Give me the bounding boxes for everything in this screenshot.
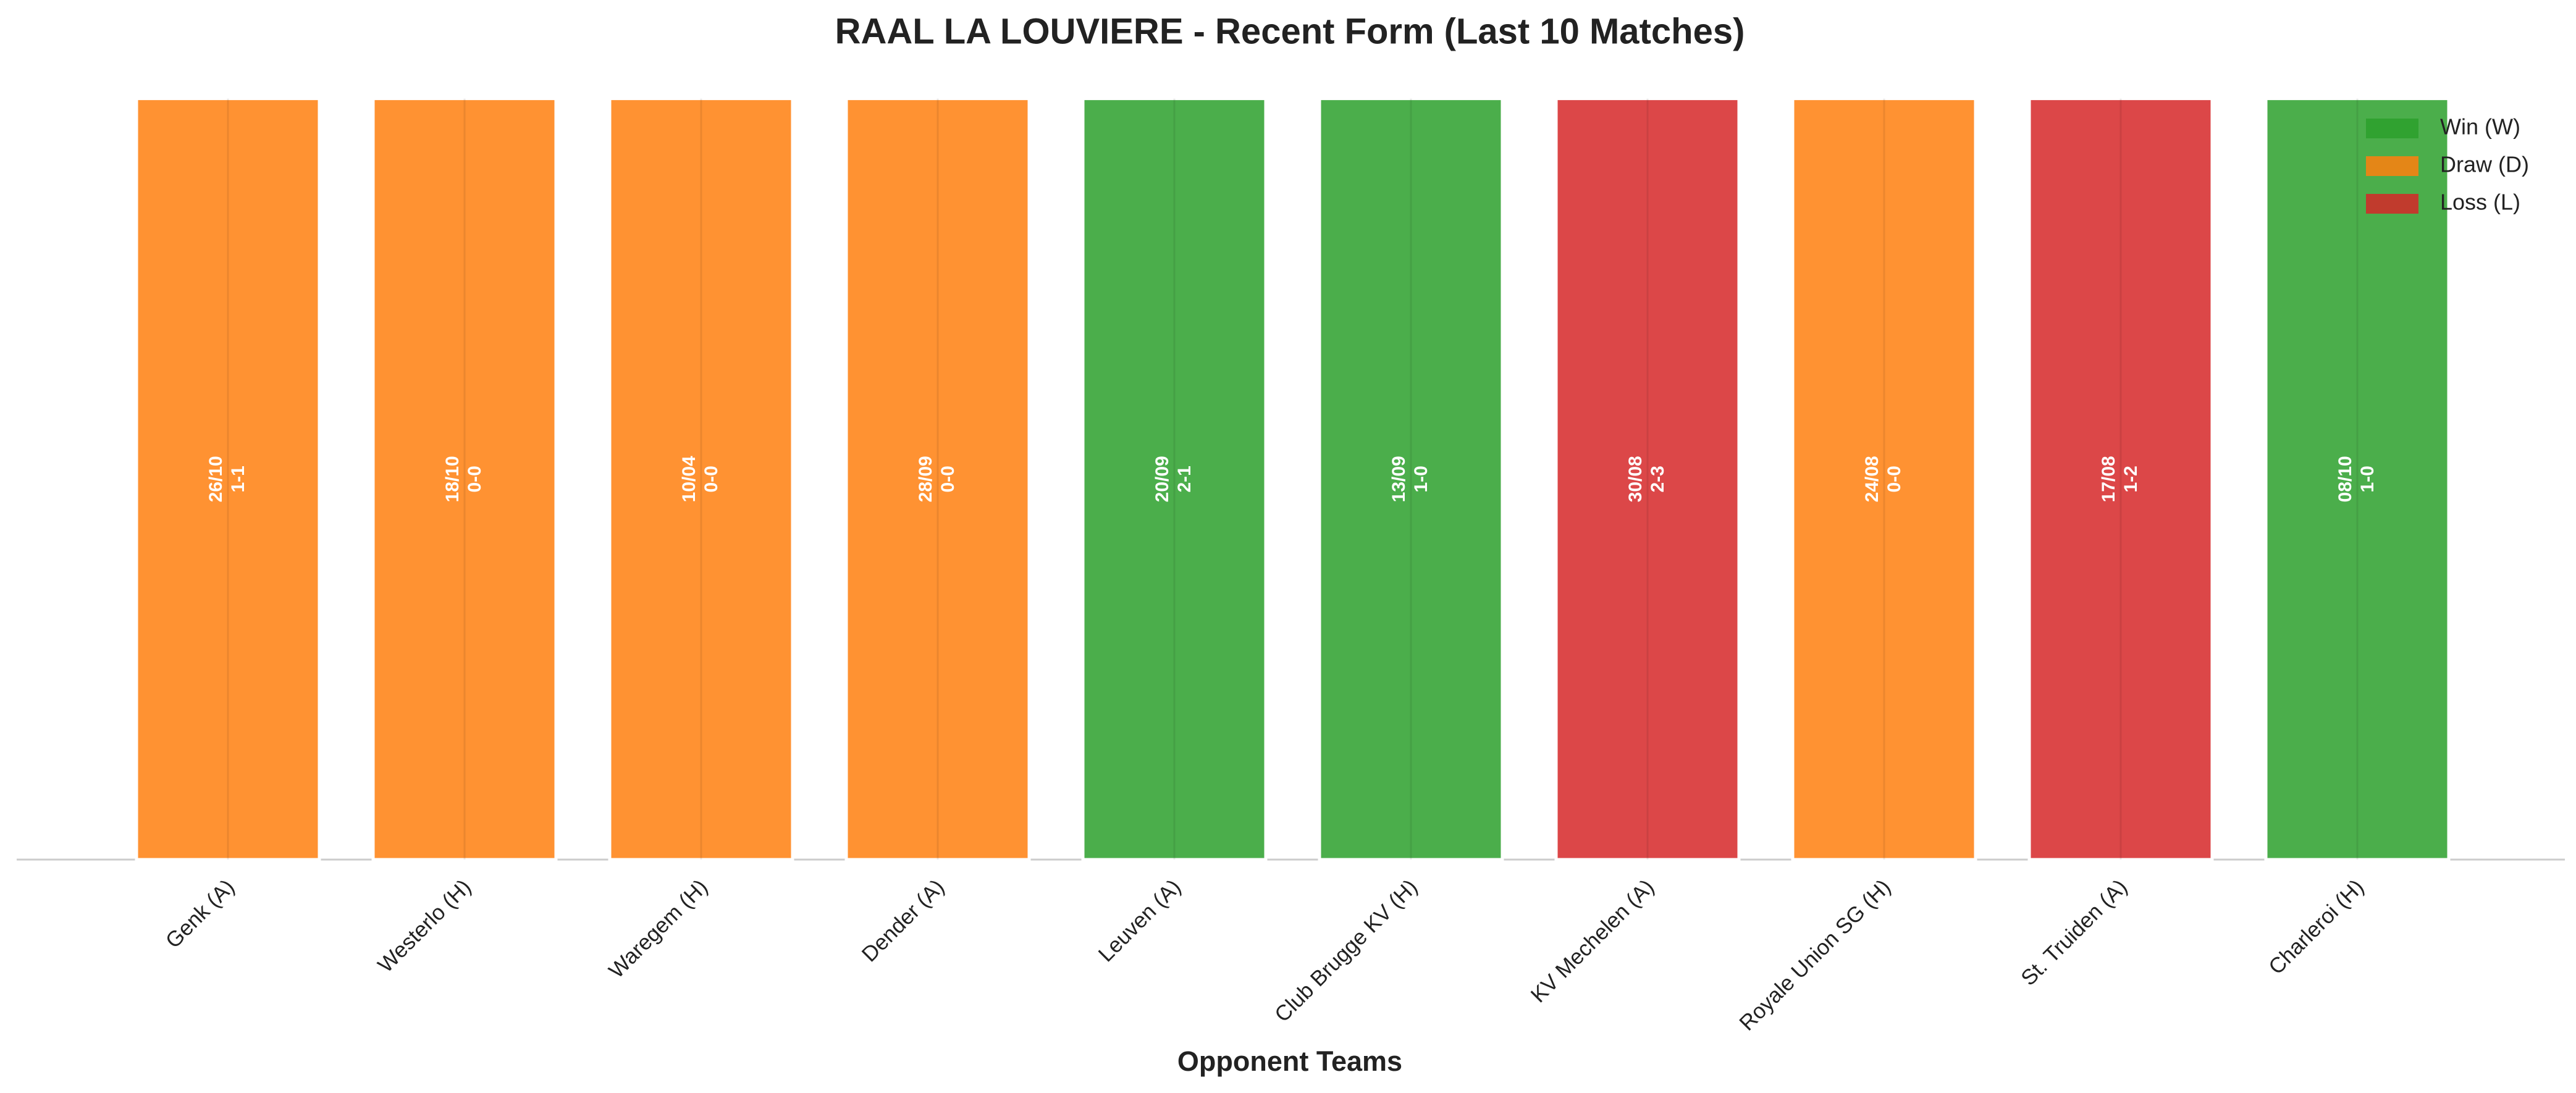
bar xyxy=(2264,97,2451,861)
bar-date-label: 10/04 xyxy=(679,456,699,502)
bar-date-label: 28/09 xyxy=(915,456,936,502)
bar-date-label: 20/09 xyxy=(1152,456,1172,502)
bar-date-label: 18/10 xyxy=(442,456,463,502)
legend-label: Draw (D) xyxy=(2440,152,2529,177)
bar-date-label: 26/10 xyxy=(206,456,226,502)
legend-swatch xyxy=(2366,119,2418,138)
bar-score-label: 0-0 xyxy=(701,466,722,492)
bar-score-label: 0-0 xyxy=(465,466,485,492)
bar-score-label: 1-0 xyxy=(1411,466,1431,492)
bar-score-label: 0-0 xyxy=(938,466,958,492)
bar-score-label: 1-1 xyxy=(228,466,248,492)
bar-score-label: 2-3 xyxy=(1648,466,1668,492)
bar xyxy=(1318,97,1504,861)
bar-score-label: 2-1 xyxy=(1174,466,1195,492)
chart-title: RAAL LA LOUVIERE - Recent Form (Last 10 … xyxy=(835,11,1745,51)
bar-score-label: 1-0 xyxy=(2357,466,2378,492)
bar-score-label: 0-0 xyxy=(1884,466,1905,492)
bar-date-label: 08/10 xyxy=(2335,456,2355,502)
bar xyxy=(608,97,794,861)
legend-label: Win (W) xyxy=(2440,114,2520,140)
legend-swatch xyxy=(2366,194,2418,214)
bar xyxy=(844,97,1031,861)
bar xyxy=(1081,97,1268,861)
bar xyxy=(1554,97,1741,861)
legend-label: Loss (L) xyxy=(2440,190,2520,215)
x-axis-label: Opponent Teams xyxy=(1177,1045,1402,1077)
bar-score-label: 1-2 xyxy=(2121,466,2141,492)
bar xyxy=(135,97,321,861)
bar xyxy=(1791,97,1977,861)
bar xyxy=(371,97,558,861)
legend-swatch xyxy=(2366,156,2418,176)
bar-date-label: 17/08 xyxy=(2098,456,2119,502)
bar-date-label: 24/08 xyxy=(1862,456,1882,502)
bar-date-label: 30/08 xyxy=(1625,456,1646,502)
bar xyxy=(2027,97,2214,861)
bar-date-label: 13/09 xyxy=(1389,456,1409,502)
